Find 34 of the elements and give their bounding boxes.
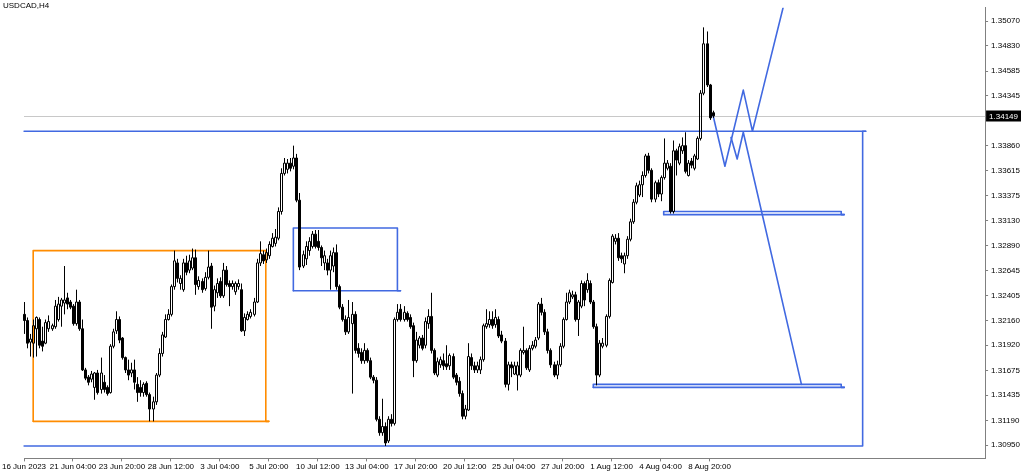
y-tick-label: 1.32890 <box>991 240 1021 250</box>
x-tick-label: 16 Jun 2023 <box>1 462 47 472</box>
ref-line-label: 1.34149 <box>989 111 1019 121</box>
x-tick-label: 4 Aug 04:00 <box>639 462 683 472</box>
y-tick-label: 1.31190 <box>991 415 1020 425</box>
x-tick-label: 23 Jun 20:00 <box>98 462 146 472</box>
x-tick-label: 8 Aug 20:00 <box>688 462 732 472</box>
x-tick-label: 27 Jul 20:00 <box>540 462 586 472</box>
x-tick-label: 20 Jul 12:00 <box>442 462 488 472</box>
y-tick-label: 1.31435 <box>991 390 1021 400</box>
y-tick-label: 1.33130 <box>991 215 1021 225</box>
x-tick-label: 1 Aug 12:00 <box>590 462 634 472</box>
y-tick-label: 1.31675 <box>991 365 1021 375</box>
y-tick-label: 1.32645 <box>991 265 1021 275</box>
x-tick-label: 25 Jul 04:00 <box>491 462 537 472</box>
y-tick-label: 1.31920 <box>991 340 1021 350</box>
x-tick-label: 5 Jul 20:00 <box>249 462 289 472</box>
y-tick-label: 1.34585 <box>991 66 1021 76</box>
x-tick-label: 13 Jul 04:00 <box>345 462 390 472</box>
y-tick-label: 1.33615 <box>991 166 1021 176</box>
x-tick-label: 21 Jun 04:00 <box>49 462 97 472</box>
x-tick-label: 28 Jun 12:00 <box>147 462 195 472</box>
y-tick-label: 1.32160 <box>991 315 1021 325</box>
x-tick-label: 3 Jul 04:00 <box>200 462 241 472</box>
y-tick-label: 1.30950 <box>991 440 1021 450</box>
x-tick-label: 17 Jul 20:00 <box>393 462 439 472</box>
y-tick-label: 1.35070 <box>991 16 1021 26</box>
chart-title: USDCAD,H4 <box>3 1 50 11</box>
y-tick-label: 1.32405 <box>991 290 1021 300</box>
x-tick-label: 10 Jul 12:00 <box>296 462 341 472</box>
y-tick-label: 1.33860 <box>991 140 1021 150</box>
y-tick-label: 1.34830 <box>991 41 1021 51</box>
y-tick-label: 1.34345 <box>991 90 1021 100</box>
y-tick-label: 1.33375 <box>991 190 1021 200</box>
